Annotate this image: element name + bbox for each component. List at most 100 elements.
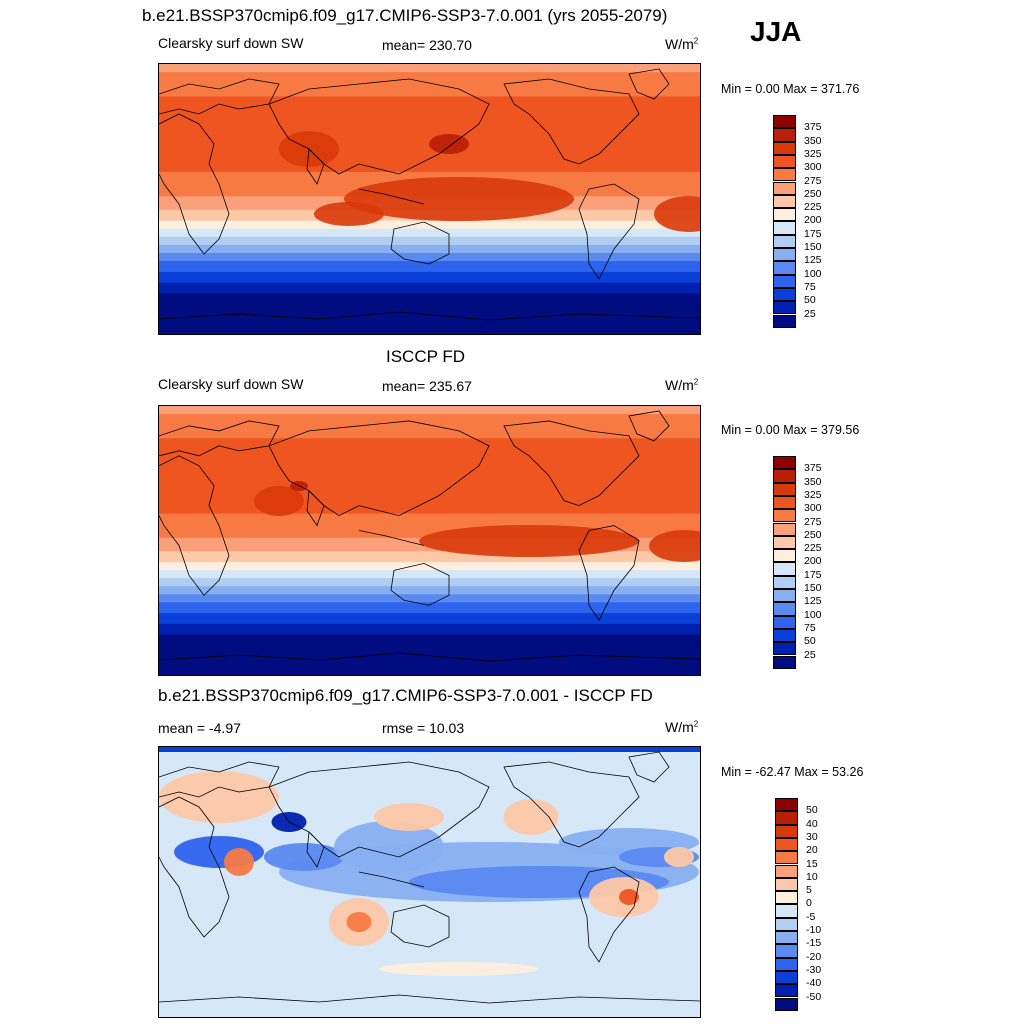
coastline xyxy=(629,752,669,782)
colorbar-swatch xyxy=(773,301,796,315)
zonal-band xyxy=(159,602,700,614)
panel2-map-svg xyxy=(159,406,700,675)
panel3-map-svg xyxy=(159,747,700,1017)
colorbar-swatch xyxy=(775,944,798,958)
colorbar-swatch xyxy=(773,128,796,142)
zonal-band xyxy=(159,64,700,73)
colorbar-swatch xyxy=(775,851,798,865)
radiation-maximum xyxy=(314,202,384,226)
colorbar-tick-label: -15 xyxy=(806,937,822,950)
colorbar-tick-label: 175 xyxy=(804,568,822,581)
zonal-band xyxy=(159,414,700,439)
panel2-variable-label: Clearsky surf down SW xyxy=(158,376,304,392)
colorbar-tick-label: 20 xyxy=(806,844,818,857)
colorbar-swatch xyxy=(773,589,796,603)
colorbar-tick-label: 125 xyxy=(804,254,822,267)
colorbar-swatch xyxy=(773,642,796,656)
zonal-band xyxy=(159,406,700,415)
colorbar-tick-label: 50 xyxy=(804,635,816,648)
coastline xyxy=(359,531,424,546)
colorbar-swatch xyxy=(773,562,796,576)
colorbar-tick-label: 175 xyxy=(804,227,822,240)
colorbar-swatch xyxy=(773,469,796,483)
panel2-minmax: Min = 0.00 Max = 379.56 xyxy=(721,423,860,437)
colorbar-swatch xyxy=(773,261,796,275)
colorbar-tick-label: 150 xyxy=(804,241,822,253)
colorbar-tick-label: 250 xyxy=(804,187,822,200)
panel3-map xyxy=(158,746,701,1018)
panel2-units: W/m2 xyxy=(665,377,699,393)
coastline xyxy=(307,832,324,867)
colorbar-tick-label: 25 xyxy=(804,307,816,320)
main-title: b.e21.BSSP370cmip6.f09_g17.CMIP6-SSP3-7.… xyxy=(142,6,668,25)
colorbar-tick-label: 100 xyxy=(804,267,822,280)
colorbar-tick-label: 30 xyxy=(806,830,818,843)
radiation-maximum xyxy=(419,525,639,557)
coastline xyxy=(504,762,639,847)
negative-anomaly xyxy=(264,843,344,871)
zonal-band xyxy=(159,551,700,563)
colorbar-swatch xyxy=(773,482,796,496)
panel2-title: ISCCP FD xyxy=(386,347,466,366)
colorbar-tick-label: 50 xyxy=(806,804,818,817)
colorbar-tick-label: 275 xyxy=(804,515,822,528)
radiation-maximum xyxy=(344,177,574,221)
coastline xyxy=(504,421,639,506)
colorbar-swatch xyxy=(773,314,796,328)
zonal-band xyxy=(159,623,700,636)
coastline xyxy=(359,189,424,204)
positive-anomaly xyxy=(619,889,639,905)
zonal-band xyxy=(159,96,700,173)
zonal-band xyxy=(159,236,700,246)
coastline xyxy=(359,872,424,887)
coastline xyxy=(629,411,669,441)
coastline xyxy=(159,312,700,320)
coastline xyxy=(391,222,449,264)
colorbar-swatch xyxy=(773,522,796,536)
colorbar-swatch xyxy=(775,891,798,905)
colorbar-swatch xyxy=(773,221,796,235)
polar-band xyxy=(159,747,700,752)
colorbar-swatch xyxy=(773,274,796,288)
zonal-band xyxy=(159,261,700,273)
colorbar-tick-label: 25 xyxy=(804,648,816,661)
colorbar-tick-label: 375 xyxy=(804,462,822,475)
colorbar-swatch xyxy=(775,984,798,998)
colorbar-swatch xyxy=(773,509,796,523)
colorbar-tick-label: 300 xyxy=(804,161,822,174)
zonal-band xyxy=(159,438,700,515)
colorbar-swatch xyxy=(773,602,796,616)
coastline xyxy=(307,149,324,184)
colorbar-swatch xyxy=(775,931,798,945)
colorbar-tick-label: 10 xyxy=(806,870,818,883)
colorbar-swatch xyxy=(773,181,796,195)
negative-anomaly xyxy=(334,821,444,873)
colorbar-tick-label: 200 xyxy=(804,214,822,227)
coastline xyxy=(307,491,324,526)
colorbar-tick-label: -5 xyxy=(806,910,816,923)
panel1-variable-label: Clearsky surf down SW xyxy=(158,35,304,51)
panel1-units: W/m2 xyxy=(665,36,699,52)
colorbar-swatch xyxy=(773,168,796,182)
zonal-band xyxy=(159,613,700,625)
panel1-minmax: Min = 0.00 Max = 371.76 xyxy=(721,82,860,96)
coastline xyxy=(159,797,229,937)
zonal-band xyxy=(159,578,700,587)
colorbar-swatch xyxy=(773,615,796,629)
colorbar-tick-label: 375 xyxy=(804,121,822,134)
colorbar-tick-label: 225 xyxy=(804,201,822,214)
colorbar-tick-label: -50 xyxy=(806,990,822,1003)
colorbar-swatch xyxy=(773,234,796,248)
panel2-map xyxy=(158,405,701,676)
colorbar-tick-label: -10 xyxy=(806,924,822,936)
colorbar-tick-label: 250 xyxy=(804,528,822,541)
colorbar-tick-label: 350 xyxy=(804,134,822,147)
positive-anomaly xyxy=(374,803,444,831)
coastline xyxy=(579,867,639,962)
colorbar-swatch xyxy=(773,549,796,563)
coastline xyxy=(159,653,700,661)
zonal-band xyxy=(159,228,700,238)
colorbar-tick-label: 200 xyxy=(804,555,822,568)
positive-anomaly xyxy=(664,847,694,867)
positive-anomaly xyxy=(503,799,559,835)
